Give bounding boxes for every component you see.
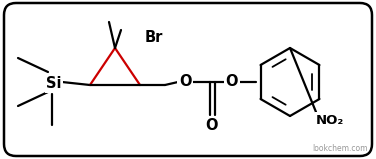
Text: O: O xyxy=(206,118,218,132)
Text: O: O xyxy=(226,75,238,90)
Text: Si: Si xyxy=(46,76,62,91)
Text: NO₂: NO₂ xyxy=(316,114,344,127)
FancyBboxPatch shape xyxy=(4,3,372,156)
Text: Br: Br xyxy=(145,31,163,45)
Text: lookchem.com: lookchem.com xyxy=(312,144,368,153)
Text: O: O xyxy=(179,75,191,90)
